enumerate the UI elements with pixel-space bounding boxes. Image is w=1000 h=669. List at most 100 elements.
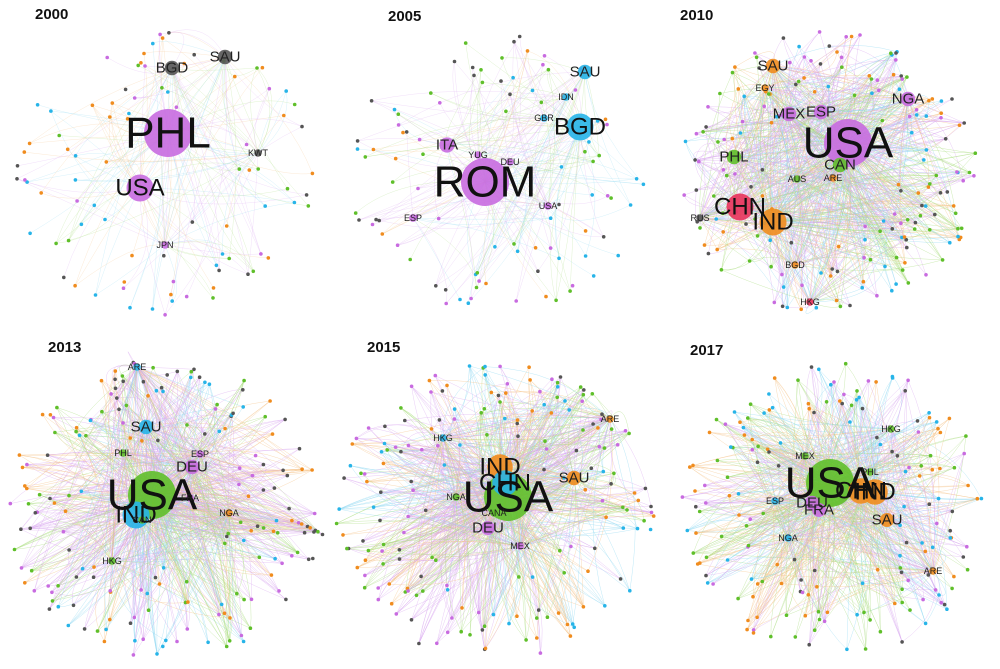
peripheral-node: [452, 59, 457, 64]
node-idn: [562, 93, 570, 101]
peripheral-node: [238, 520, 243, 525]
peripheral-node: [796, 79, 801, 84]
edge: [515, 126, 581, 302]
peripheral-node: [902, 235, 907, 239]
peripheral-node: [477, 279, 481, 283]
peripheral-node: [150, 307, 155, 311]
edge: [257, 90, 287, 154]
edge: [546, 477, 575, 618]
edge: [587, 418, 613, 572]
edge: [698, 65, 774, 162]
peripheral-node: [396, 123, 401, 127]
peripheral-node: [744, 222, 748, 226]
edge: [739, 202, 954, 208]
edge: [829, 45, 909, 100]
peripheral-node: [217, 612, 221, 617]
edge: [541, 102, 551, 207]
edge: [929, 417, 940, 572]
edge: [139, 187, 295, 203]
edge: [411, 545, 521, 620]
peripheral-node: [573, 88, 578, 92]
edge: [874, 491, 924, 600]
peripheral-node: [100, 409, 104, 414]
edge: [696, 142, 849, 191]
peripheral-node: [533, 246, 538, 250]
peripheral-node: [266, 256, 271, 260]
edge: [573, 477, 631, 591]
edge: [772, 215, 921, 223]
edge: [772, 65, 831, 277]
edge: [93, 366, 138, 578]
peripheral-node: [530, 88, 535, 93]
edge: [772, 65, 864, 282]
peripheral-node: [569, 544, 573, 549]
peripheral-node: [136, 63, 140, 68]
peripheral-node: [37, 492, 42, 497]
edge: [164, 241, 254, 272]
edge: [136, 366, 195, 370]
peripheral-node: [429, 427, 434, 431]
edge: [145, 426, 264, 529]
edge: [493, 477, 575, 615]
peripheral-node: [28, 526, 32, 531]
edge: [67, 149, 166, 246]
edge: [164, 88, 270, 246]
peripheral-node: [721, 168, 726, 172]
edge: [24, 151, 259, 162]
peripheral-node: [310, 468, 314, 472]
edge: [417, 71, 586, 189]
edge: [721, 269, 811, 303]
edge: [509, 161, 571, 292]
peripheral-node: [158, 32, 162, 37]
edge: [528, 367, 575, 479]
edge: [774, 500, 968, 570]
peripheral-node: [467, 364, 472, 368]
peripheral-node: [65, 147, 70, 152]
edge: [152, 56, 226, 310]
peripheral-node: [399, 449, 403, 454]
edge: [378, 477, 575, 589]
edge: [399, 466, 501, 551]
peripheral-node: [536, 608, 541, 612]
edge: [734, 111, 822, 175]
peripheral-node: [160, 36, 165, 40]
peripheral-node: [93, 293, 98, 297]
node-usa: [824, 119, 872, 167]
peripheral-node: [12, 547, 17, 552]
edge: [788, 113, 909, 284]
edge: [57, 426, 147, 586]
edge: [820, 111, 881, 232]
node-phl: [119, 449, 127, 457]
peripheral-node: [603, 117, 608, 122]
peripheral-node: [175, 369, 180, 374]
edge: [748, 449, 776, 502]
edge: [743, 96, 811, 303]
peripheral-node: [939, 99, 944, 103]
edge: [156, 512, 230, 655]
peripheral-node: [599, 417, 603, 422]
peripheral-node: [73, 283, 77, 288]
peripheral-node: [517, 575, 521, 579]
peripheral-node: [769, 120, 774, 125]
edge: [705, 502, 813, 576]
edge: [808, 502, 814, 645]
peripheral-node: [445, 630, 450, 635]
peripheral-node: [397, 557, 402, 561]
edge: [442, 437, 604, 472]
edge: [480, 69, 567, 101]
peripheral-node: [132, 615, 137, 620]
edge: [365, 117, 545, 158]
edge: [868, 380, 934, 572]
edge: [469, 365, 521, 547]
peripheral-node: [881, 219, 886, 223]
peripheral-node: [896, 182, 901, 187]
peripheral-node: [224, 224, 229, 228]
edge: [500, 81, 511, 163]
edge: [788, 113, 927, 275]
edge: [699, 511, 789, 542]
edge: [772, 57, 842, 223]
edge: [378, 496, 457, 600]
peripheral-node: [297, 446, 302, 451]
peripheral-node: [466, 301, 471, 306]
peripheral-node: [910, 130, 914, 135]
